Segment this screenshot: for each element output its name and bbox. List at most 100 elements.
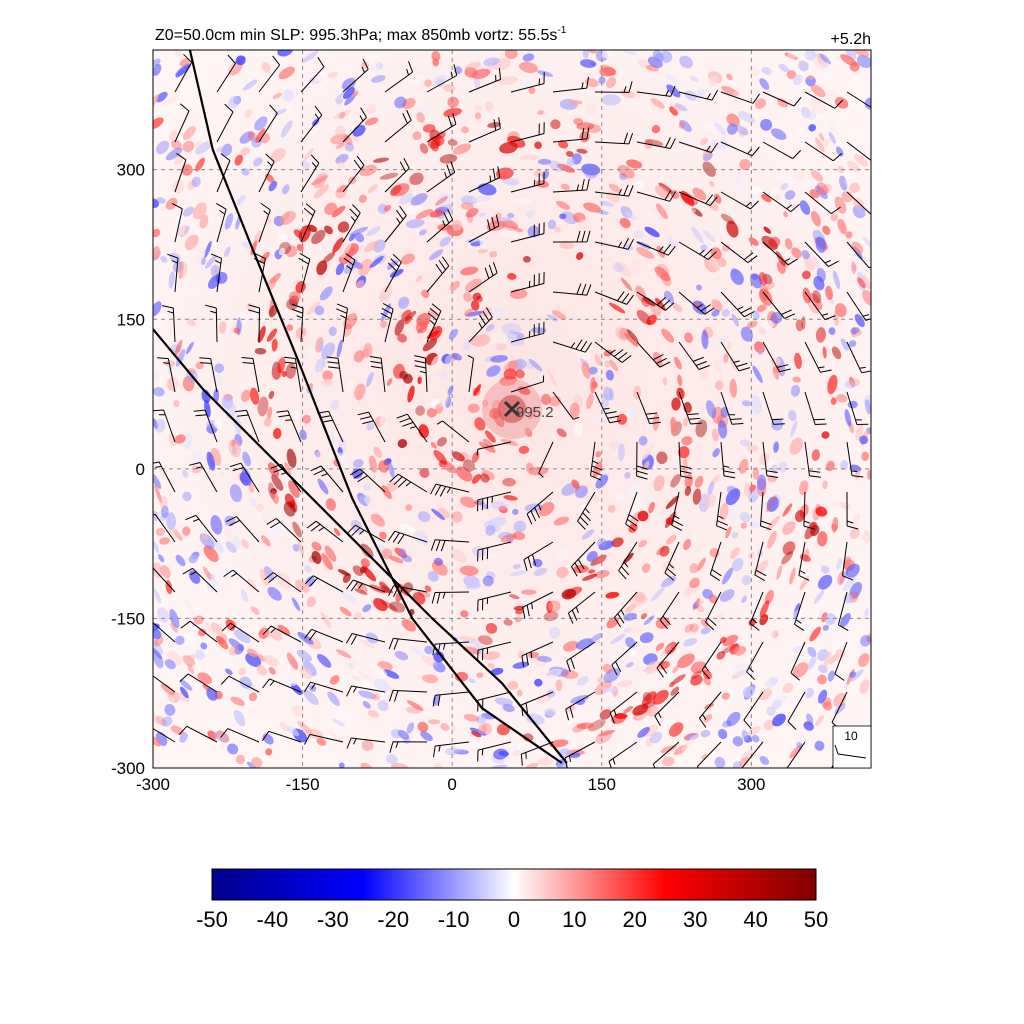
plot-frame	[152, 49, 872, 769]
wind-barb	[304, 733, 344, 745]
wind-barb	[298, 252, 311, 293]
wind-barb	[300, 105, 323, 143]
x-tick-label: 150	[588, 775, 616, 794]
wind-barb	[468, 166, 501, 193]
wind-barb	[262, 625, 302, 643]
wind-barb	[611, 641, 638, 676]
x-tick-label: -300	[136, 775, 170, 794]
wind-barb	[162, 305, 176, 343]
wind-barb	[705, 591, 722, 631]
wind-barb	[342, 58, 369, 93]
wind-barb	[720, 341, 751, 372]
wind-barb	[720, 391, 744, 425]
wind-barb	[790, 641, 806, 681]
wind-barb	[396, 413, 428, 443]
wind-barb	[258, 202, 271, 243]
reference-barb-label: 10	[844, 729, 858, 743]
wind-barb	[174, 103, 190, 143]
wind-barb	[342, 204, 361, 243]
wind-barb	[477, 541, 512, 562]
wind-barb	[225, 516, 260, 543]
wind-barb	[153, 567, 176, 593]
wind-barb	[229, 462, 260, 493]
wind-barb	[431, 591, 470, 604]
wind-barb	[261, 730, 302, 743]
wind-barb	[345, 633, 386, 645]
wind-barb	[538, 441, 554, 478]
wind-barb	[300, 154, 320, 193]
wind-barb	[846, 491, 859, 530]
wind-barb	[552, 178, 590, 193]
plot-area: 995.2 10	[152, 49, 872, 769]
wind-barb	[522, 591, 554, 619]
x-tick-label: 300	[737, 775, 765, 794]
wind-barb	[570, 541, 596, 577]
wind-barb	[342, 107, 367, 143]
wind-barb	[678, 441, 692, 479]
wind-barb	[678, 89, 719, 101]
wind-barb	[185, 514, 218, 543]
wind-barb	[846, 291, 871, 321]
wind-barb	[157, 357, 176, 393]
wind-barb	[468, 261, 498, 293]
wind-barb	[384, 205, 407, 243]
wind-barb	[701, 641, 722, 680]
wind-barb	[762, 341, 791, 373]
colorbar-tick-2: -30	[317, 907, 349, 932]
wind-barb	[153, 461, 176, 493]
wind-barb	[664, 541, 680, 581]
colorbar-tick-10: 50	[804, 907, 828, 932]
wind-barb	[566, 641, 596, 672]
wind-barb	[671, 491, 684, 531]
wind-barb	[153, 622, 176, 643]
wind-barb	[248, 304, 260, 343]
wind-barb	[304, 575, 344, 593]
colorbar-tick-4: -10	[438, 907, 470, 932]
wind-barb	[179, 673, 218, 693]
wind-barb	[221, 622, 260, 643]
wind-barb	[762, 191, 800, 213]
wind-barb	[300, 56, 325, 93]
wind-barb	[193, 409, 218, 443]
wind-barb	[380, 302, 394, 343]
wind-barb	[762, 291, 796, 319]
wind-barb	[317, 410, 344, 443]
wind-barb	[720, 141, 760, 157]
wind-barb	[746, 641, 764, 681]
wind-barb	[636, 441, 648, 480]
wind-barb	[153, 409, 176, 443]
wind-barb	[552, 76, 589, 93]
wind-barb	[426, 161, 456, 193]
wind-barb	[654, 691, 680, 727]
wind-barb	[846, 191, 871, 216]
wind-barb	[803, 491, 815, 530]
wind-barb	[678, 291, 715, 315]
wind-barb	[510, 72, 545, 93]
wind-barb	[174, 152, 187, 193]
wind-barb	[336, 303, 348, 343]
colorbar-tick-5: 0	[508, 907, 520, 932]
wind-barb	[594, 81, 633, 93]
wind-barb	[804, 291, 836, 321]
y-tick-label: 150	[117, 310, 145, 329]
wind-barb	[326, 356, 344, 393]
colorbar-tick-3: -20	[377, 907, 409, 932]
wind-barb	[306, 520, 344, 543]
wind-barb	[220, 675, 260, 693]
x-tick-label: -150	[286, 775, 320, 794]
wind-barb	[216, 54, 236, 93]
wind-barb	[552, 283, 592, 296]
wind-barb	[608, 741, 638, 768]
wind-barb	[235, 409, 260, 443]
wind-barb	[834, 641, 848, 681]
colorbar-tick-9: 40	[743, 907, 767, 932]
storm-center-label: 995.2	[516, 404, 554, 421]
wind-barb	[178, 725, 218, 743]
wind-barb	[794, 591, 806, 632]
wind-barb	[468, 307, 493, 343]
wind-barb	[426, 303, 442, 343]
wind-barb	[754, 541, 767, 582]
colorbar-tick-0: -50	[196, 907, 228, 932]
y-tick-label: 300	[117, 161, 145, 180]
wind-barb	[846, 391, 869, 425]
